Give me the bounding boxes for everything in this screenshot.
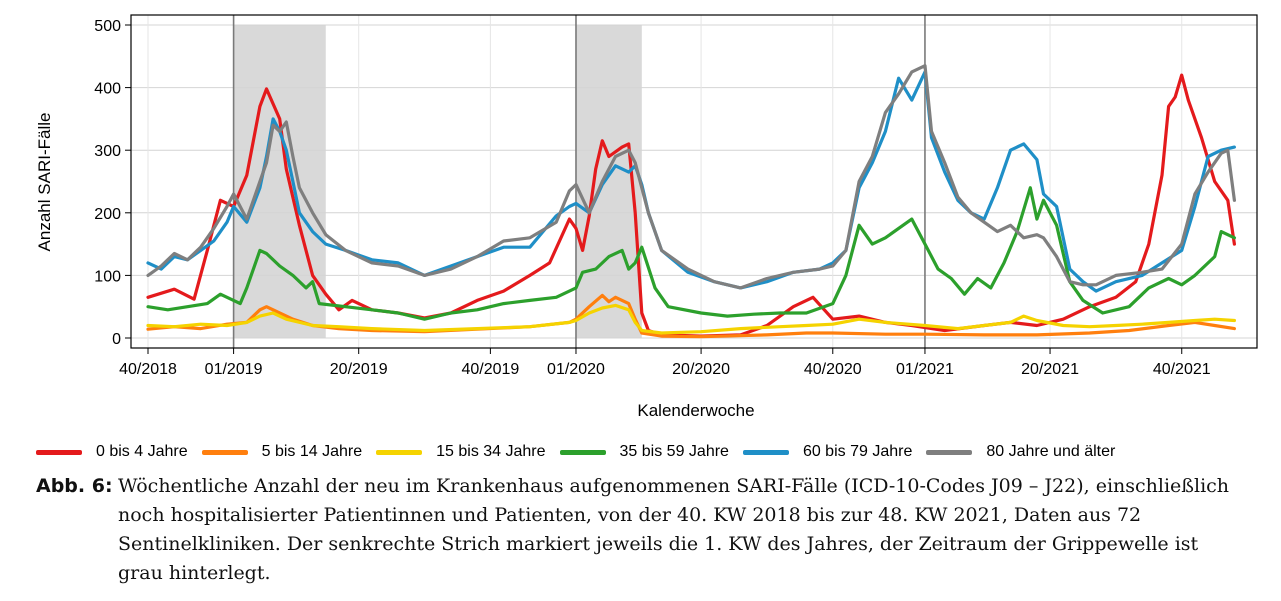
y-tick-label-100: 100 — [94, 268, 121, 285]
legend-swatch-1 — [36, 449, 82, 455]
x-tick-label-01-2021: 01/2021 — [896, 361, 954, 378]
x-tick-label-40-2021: 40/2021 — [1153, 361, 1211, 378]
legend-swatch-3 — [376, 449, 423, 455]
series-line-3 — [146, 303, 1237, 335]
legend-label-4: 35 bis 59 Jahre — [619, 443, 729, 460]
x-tick-label-01-2019: 01/2019 — [205, 361, 263, 378]
legend-item-6: 80 Jahre und älter — [926, 443, 1115, 461]
x-tick-label-40-2020: 40/2020 — [804, 361, 862, 378]
legend-item-2: 5 bis 14 Jahre — [201, 443, 363, 461]
flu-season-band-1 — [233, 25, 326, 338]
flu-season-shading — [233, 25, 642, 338]
plot-frame — [130, 14, 1258, 349]
x-tick-label-01-2020: 01/2020 — [547, 361, 605, 378]
x-tick-label-20-2020: 20/2020 — [672, 361, 730, 378]
legend-item-5: 60 bis 79 Jahre — [742, 443, 913, 461]
series-line-2 — [146, 293, 1237, 339]
caption-label: Abb. 6: — [36, 475, 113, 497]
series-line-4 — [146, 186, 1237, 321]
legend-swatch-6 — [926, 449, 973, 455]
figure-caption: Abb. 6: Wöchentliche Anzahl der neu im K… — [36, 472, 1236, 588]
y-tick-label-300: 300 — [94, 143, 121, 160]
x-axis-title: Kalenderwoche — [637, 401, 754, 420]
x-axis-ticks: 40/2018 01/2019 20/2019 40/2019 01/2020 20/20… — [119, 348, 1211, 378]
legend-label-5: 60 bis 79 Jahre — [802, 443, 913, 460]
legend-item-1: 0 bis 4 Jahre — [36, 443, 188, 461]
legend-label-1: 0 bis 4 Jahre — [96, 443, 188, 460]
caption-text: Wöchentliche Anzahl der neu im Krankenha… — [118, 475, 1230, 584]
y-axis-ticks: 0 100 200 300 400 500 — [94, 18, 131, 348]
legend-swatch-5 — [742, 449, 789, 455]
x-tick-label-40-2018: 40/2018 — [119, 361, 177, 378]
y-tick-label-500: 500 — [94, 18, 121, 35]
x-tick-label-40-2019: 40/2019 — [461, 361, 519, 378]
y-axis-title: Anzahl SARI-Fälle — [35, 113, 54, 252]
legend-label-6: 80 Jahre und älter — [986, 443, 1116, 460]
legend: 0 bis 4 Jahre 5 bis 14 Jahre 15 bis 34 Jah… — [36, 441, 1276, 463]
x-tick-label-20-2019: 20/2019 — [330, 361, 388, 378]
series-line-6 — [146, 64, 1237, 290]
series-line-1 — [146, 73, 1237, 338]
legend-label-3: 15 bis 34 Jahre — [436, 443, 546, 460]
series-lines — [146, 64, 1237, 339]
y-tick-label-0: 0 — [112, 331, 121, 348]
y-tick-label-200: 200 — [94, 206, 121, 223]
legend-item-4: 35 bis 59 Jahre — [559, 443, 729, 461]
legend-swatch-2 — [201, 449, 248, 455]
x-tick-label-20-2021: 20/2021 — [1021, 361, 1079, 378]
y-tick-label-400: 400 — [94, 81, 121, 98]
legend-swatch-4 — [559, 449, 606, 455]
legend-item-3: 15 bis 34 Jahre — [376, 443, 546, 461]
legend-label-2: 5 bis 14 Jahre — [261, 443, 363, 460]
